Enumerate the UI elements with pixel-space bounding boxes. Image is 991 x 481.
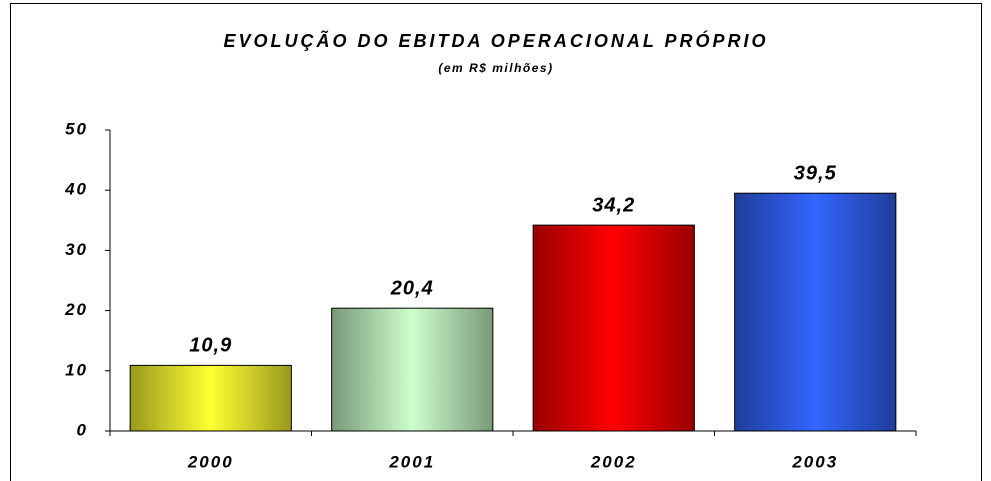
y-tick-label: 10 xyxy=(65,360,88,379)
y-tick-label: 50 xyxy=(65,119,88,138)
bar xyxy=(331,307,494,432)
data-label: 34,2 xyxy=(592,194,635,216)
x-tick-label: 2000 xyxy=(187,452,234,471)
bar xyxy=(532,224,695,432)
y-tick-label: 40 xyxy=(64,180,88,199)
y-tick-label: 30 xyxy=(65,240,88,259)
y-tick-label: 20 xyxy=(64,300,88,319)
x-tick-label: 2001 xyxy=(388,452,435,471)
bar xyxy=(129,364,292,432)
chart-subtitle: (em R$ milhões) xyxy=(438,61,553,75)
data-label: 10,9 xyxy=(189,335,232,357)
chart-title: EVOLUÇÃO DO EBITDA OPERACIONAL PRÓPRIO xyxy=(223,30,768,51)
x-tick-label: 2003 xyxy=(791,452,838,471)
y-tick-label: 0 xyxy=(77,420,88,439)
bar xyxy=(734,192,897,432)
data-label: 20,4 xyxy=(390,277,434,299)
data-label: 39,5 xyxy=(794,162,837,184)
x-tick-label: 2002 xyxy=(590,452,637,471)
